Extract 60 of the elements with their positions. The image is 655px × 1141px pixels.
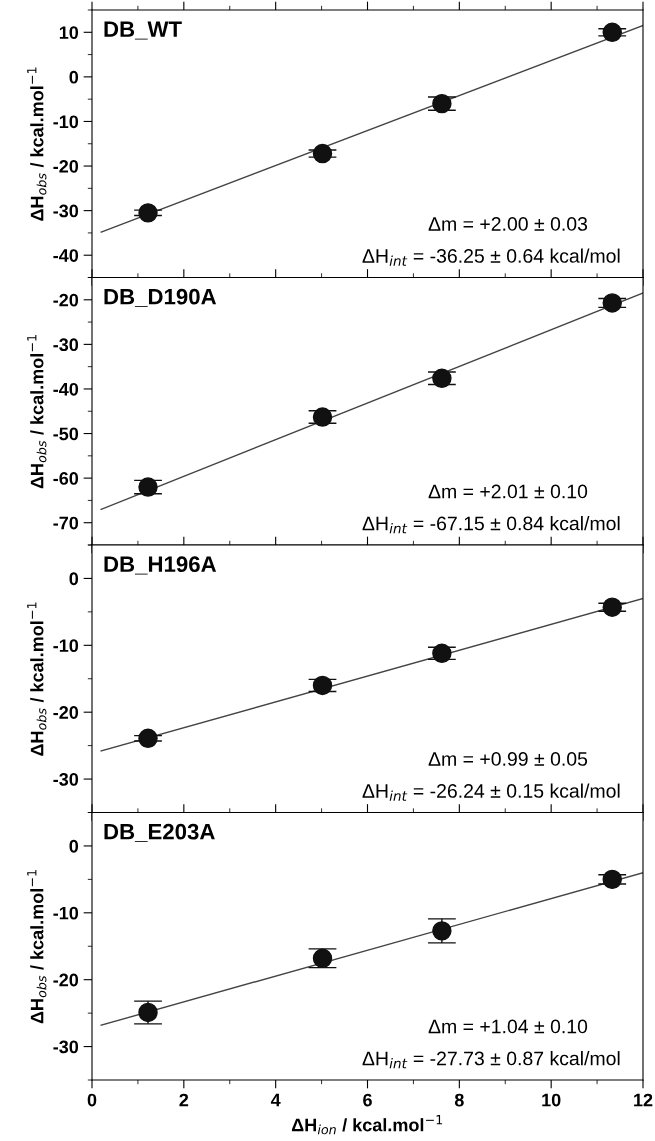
annotation: Δm = +2.00 ± 0.03	[428, 217, 588, 231]
annotation: Δm = +0.99 ± 0.05	[428, 752, 588, 766]
y-tick-label: -50	[53, 427, 79, 441]
y-tick-label: -10	[53, 906, 79, 920]
annotation: ΔH$_{int}$ = -36.25 ± 0.64 kcal/mol	[362, 248, 620, 266]
y-axis-title: ΔH$_{obs}$ / kcal.mol$^{−1}$	[27, 602, 47, 756]
point	[138, 1002, 158, 1023]
chart-title: DB_H196A	[104, 556, 217, 575]
point	[312, 143, 333, 164]
y-axis-title: ΔH$_{obs}$ / kcal.mol$^{−1}$	[27, 870, 47, 1024]
point	[312, 675, 333, 696]
y-tick-label: -30	[53, 204, 79, 218]
y-tick-label: 0	[69, 70, 79, 84]
annotation: ΔH$_{int}$ = -67.15 ± 0.84 kcal/mol	[362, 516, 620, 534]
annotation: ΔH$_{int}$ = -27.73 ± 0.87 kcal/mol	[362, 1051, 620, 1069]
x-tick-label: 6	[363, 1093, 372, 1107]
annotation: Δm = +2.01 ± 0.10	[428, 484, 588, 499]
y-tick-label: -40	[53, 249, 79, 262]
point	[138, 477, 158, 497]
y-tick-label: -10	[53, 639, 79, 653]
y-tick-label: -10	[53, 115, 79, 129]
y-tick-label: -30	[53, 773, 79, 786]
point	[602, 22, 622, 43]
y-tick-label: -20	[53, 293, 79, 307]
point	[138, 203, 158, 223]
y-axis-title: ΔH$_{obs}$ / kcal.mol$^{−1}$	[27, 67, 47, 221]
y-tick-label: 10	[59, 26, 79, 40]
y-tick-label: -20	[53, 706, 79, 719]
x-tick-label: 4	[270, 1093, 281, 1107]
x-tick-label: 2	[179, 1093, 189, 1107]
point	[432, 921, 452, 941]
point	[602, 293, 622, 313]
y-tick-label: -30	[53, 338, 79, 352]
point	[602, 869, 622, 890]
point	[432, 368, 452, 388]
x-tick-label: 8	[454, 1093, 464, 1107]
point	[602, 597, 622, 617]
x-tick-label: 10	[542, 1093, 561, 1107]
point	[432, 643, 452, 664]
y-tick-label: -70	[53, 516, 79, 530]
x-tick-label: 0	[87, 1093, 97, 1107]
y-tick-label: -20	[53, 159, 79, 173]
y-tick-label: -40	[53, 382, 79, 396]
point	[432, 93, 452, 114]
y-tick-label: 0	[69, 572, 79, 586]
y-tick-label: 0	[69, 839, 79, 853]
y-tick-label: -60	[53, 472, 79, 485]
y-tick-label: -20	[53, 973, 79, 987]
chart-title: DB_E203A	[104, 823, 215, 843]
x-axis-title: ΔH$_{ion}$ / kcal.mol$^{−1}$	[291, 1115, 443, 1135]
annotation: ΔH$_{int}$ = -26.24 ± 0.15 kcal/mol	[362, 783, 620, 801]
y-axis-title: ΔH$_{obs}$ / kcal.mol$^{−1}$	[27, 335, 47, 489]
x-tick-label: 12	[634, 1093, 653, 1107]
point	[312, 407, 333, 427]
point	[138, 728, 158, 748]
y-tick-label: -30	[53, 1040, 79, 1054]
chart-title: DB_D190A	[104, 288, 217, 308]
annotation: Δm = +1.04 ± 0.10	[428, 1019, 588, 1034]
point	[312, 948, 333, 969]
chart-title: DB_WT	[104, 21, 182, 40]
